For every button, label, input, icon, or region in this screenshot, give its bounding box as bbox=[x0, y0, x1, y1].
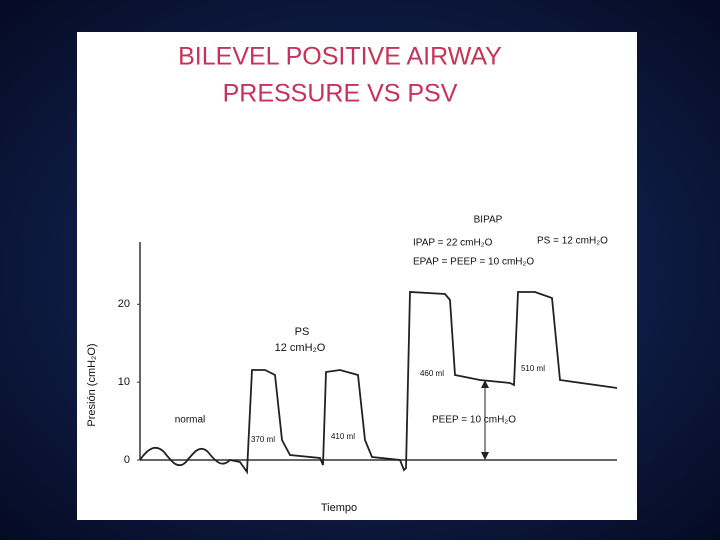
y-tick-label: 20 bbox=[118, 298, 130, 310]
annotation: PS = 12 cmH₂O bbox=[537, 236, 608, 247]
annotation: EPAP = PEEP = 10 cmH₂O bbox=[413, 257, 534, 268]
annotation: 460 ml bbox=[420, 369, 444, 378]
annotation: normal bbox=[175, 415, 206, 426]
annotation: 370 ml bbox=[251, 435, 275, 444]
annotation: PS bbox=[295, 326, 310, 338]
annotation: PEEP = 10 cmH₂O bbox=[432, 415, 516, 426]
y-tick-label: 0 bbox=[124, 454, 130, 466]
annotation: IPAP = 22 cmH₂O bbox=[413, 238, 493, 249]
pressure-trace bbox=[139, 291, 618, 475]
y-tick-label: 10 bbox=[118, 376, 130, 388]
annotation: 12 cmH₂O bbox=[275, 342, 326, 354]
subtitle: PRESSURE VS PSV bbox=[223, 80, 458, 108]
annotation: BIPAP bbox=[474, 215, 503, 226]
annotation: 410 ml bbox=[331, 432, 355, 441]
y-axis-label: Presión (cmH₂O) bbox=[86, 343, 98, 426]
annotation: 510 ml bbox=[521, 364, 545, 373]
panel bbox=[77, 32, 637, 520]
x-axis-label: Tiempo bbox=[321, 502, 357, 514]
title: BILEVEL POSITIVE AIRWAY bbox=[178, 43, 502, 71]
annotations: BIPAP IPAP = 22 cmH₂O EPAP = PEEP = 10 cmH… bbox=[175, 215, 608, 444]
